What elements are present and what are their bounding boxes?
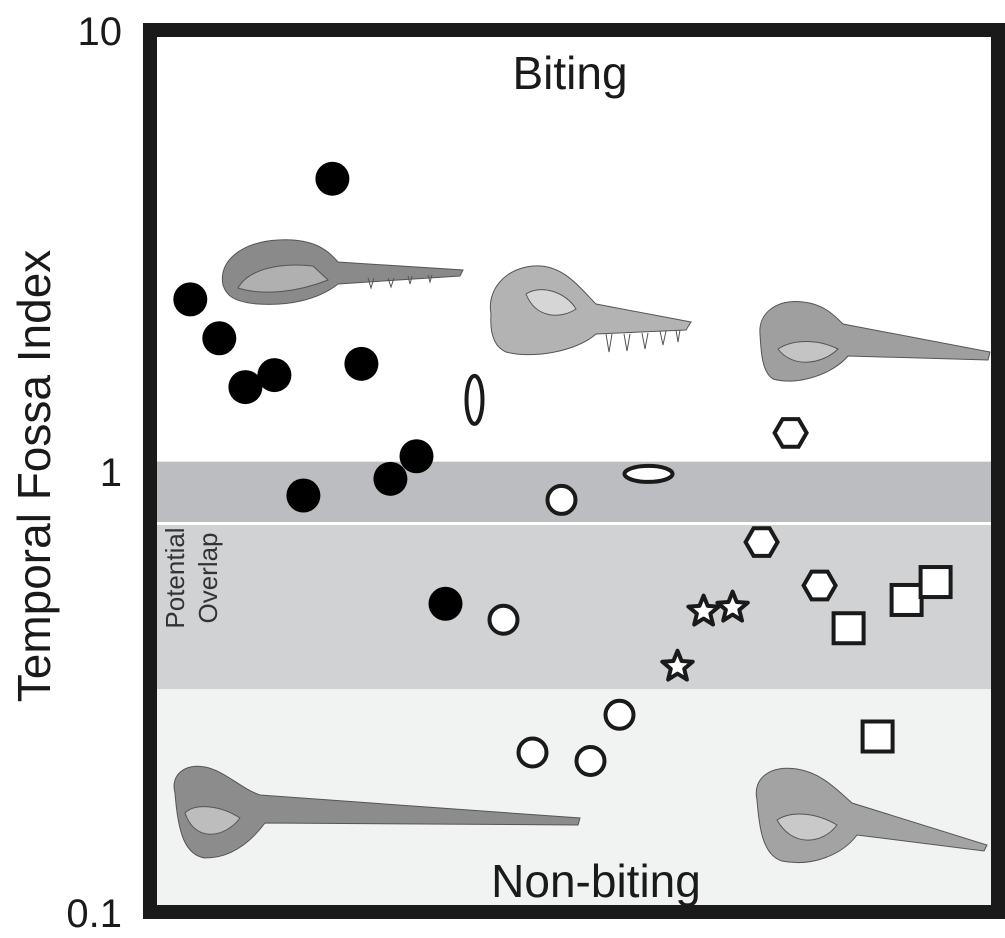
point-filled-circle bbox=[286, 478, 321, 513]
point-open-ellipse bbox=[622, 463, 675, 484]
y-tick-label: 1 bbox=[100, 451, 122, 495]
point-filled-circle bbox=[373, 461, 408, 496]
point-filled-circle bbox=[257, 358, 292, 393]
plot-frame bbox=[143, 23, 1005, 919]
point-open-hexagon bbox=[772, 417, 809, 449]
shaded-bands bbox=[150, 461, 998, 912]
skull-image-bottom-right bbox=[755, 767, 988, 864]
skull-image-top-right bbox=[759, 301, 991, 382]
point-filled-circle bbox=[344, 346, 379, 381]
annotation-overlap-line2: Overlap bbox=[193, 532, 223, 623]
point-filled-circle bbox=[315, 161, 350, 196]
point-open-hexagon bbox=[801, 569, 838, 602]
annotation-non-biting: Non-biting bbox=[491, 855, 701, 907]
band-overlap-lower bbox=[150, 523, 998, 690]
point-filled-circle bbox=[173, 282, 208, 317]
point-open-hexagon bbox=[743, 526, 780, 558]
skull-image-top-left bbox=[221, 239, 464, 305]
skull-image-top-center bbox=[489, 265, 692, 356]
point-open-star bbox=[686, 593, 721, 627]
point-open-square bbox=[860, 719, 895, 754]
point-filled-circle bbox=[202, 321, 237, 356]
point-open-circle bbox=[545, 483, 578, 516]
point-filled-circle bbox=[399, 439, 434, 474]
point-open-square bbox=[831, 611, 866, 646]
y-tick-label: 10 bbox=[78, 10, 123, 54]
y-axis-ticks: 10 1 0.1 bbox=[66, 10, 122, 936]
skull-image-bottom-left bbox=[173, 765, 581, 859]
point-open-circle bbox=[487, 603, 520, 636]
point-open-square bbox=[889, 582, 924, 617]
y-tick-label: 0.1 bbox=[66, 892, 122, 936]
point-open-circle bbox=[516, 736, 549, 769]
point-filled-circle bbox=[228, 370, 263, 405]
point-open-star bbox=[715, 589, 750, 623]
point-open-square bbox=[918, 565, 953, 600]
annotation-overlap: Potential Overlap bbox=[160, 527, 223, 628]
point-open-ellipse bbox=[464, 373, 485, 426]
point-open-circle bbox=[574, 744, 607, 777]
y-axis-label: Temporal Fossa Index bbox=[8, 250, 60, 703]
annotation-overlap-line1: Potential bbox=[160, 527, 190, 628]
point-open-circle bbox=[603, 698, 636, 731]
annotation-biting: Biting bbox=[512, 47, 627, 99]
data-points bbox=[173, 161, 953, 777]
point-filled-circle bbox=[428, 586, 463, 621]
point-open-star bbox=[660, 648, 695, 682]
